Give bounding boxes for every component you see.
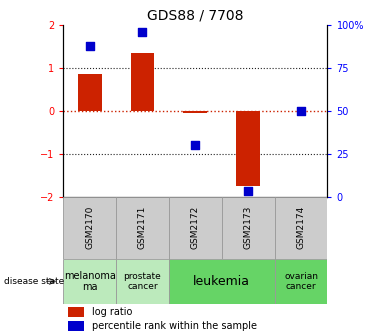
Point [87, 43, 93, 48]
Point [245, 189, 251, 194]
Point [192, 142, 198, 148]
Text: log ratio: log ratio [92, 307, 133, 317]
Point [298, 108, 304, 114]
Bar [131, 53, 154, 111]
Bar [116, 259, 169, 304]
Bar [69, 307, 84, 317]
Title: GDS88 / 7708: GDS88 / 7708 [147, 9, 244, 23]
Bar [275, 259, 327, 304]
Text: ovarian
cancer: ovarian cancer [284, 272, 318, 291]
Bar [78, 75, 101, 111]
Bar [236, 111, 260, 186]
Bar [63, 259, 116, 304]
Bar [116, 197, 169, 259]
Text: disease state: disease state [4, 277, 64, 286]
Text: GSM2174: GSM2174 [296, 206, 306, 249]
Point [139, 29, 146, 35]
Text: leukemia: leukemia [193, 275, 250, 288]
Text: GSM2171: GSM2171 [138, 206, 147, 249]
Bar [169, 259, 275, 304]
Bar [69, 321, 84, 331]
Bar [222, 197, 275, 259]
Text: percentile rank within the sample: percentile rank within the sample [92, 321, 257, 331]
Text: GSM2173: GSM2173 [244, 206, 253, 249]
Text: GSM2172: GSM2172 [191, 206, 200, 249]
Bar [275, 197, 327, 259]
Text: prostate
cancer: prostate cancer [124, 272, 161, 291]
Text: melanoma
ma: melanoma ma [64, 270, 116, 292]
Bar [169, 197, 222, 259]
Text: GSM2170: GSM2170 [85, 206, 94, 249]
Bar [183, 111, 207, 113]
Bar [63, 197, 116, 259]
